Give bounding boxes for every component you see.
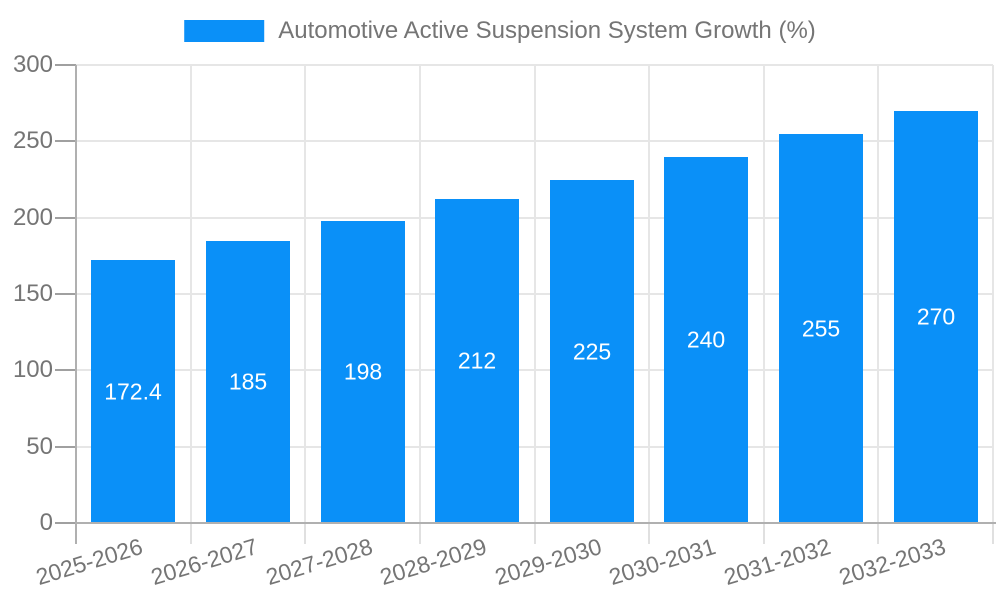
x-axis-tick [648, 523, 650, 544]
x-gridline [992, 65, 994, 523]
y-axis-tick [55, 522, 76, 524]
bar-value-label: 198 [343, 358, 383, 385]
x-gridline [648, 65, 650, 523]
bar-2031-2032 [779, 134, 863, 522]
x-axis-tick-label: 2026-2027 [147, 533, 261, 591]
y-axis-line [75, 65, 77, 544]
x-axis-tick [763, 523, 765, 544]
x-gridline [304, 65, 306, 523]
bar-2025-2026 [91, 260, 175, 522]
y-axis-tick [55, 369, 76, 371]
y-axis-tick [55, 217, 76, 219]
bar-value-label: 185 [228, 368, 268, 395]
x-axis-tick [304, 523, 306, 544]
x-axis-line [75, 522, 996, 524]
x-axis-tick [534, 523, 536, 544]
y-axis-tick-label: 250 [12, 127, 53, 154]
y-axis-tick-label: 200 [12, 204, 53, 231]
bar-value-label: 172.4 [104, 378, 162, 405]
legend-label: Automotive Active Suspension System Grow… [278, 17, 816, 44]
x-axis-tick [992, 523, 994, 544]
y-axis-tick-label: 100 [12, 356, 53, 383]
y-axis-tick-label: 300 [12, 51, 53, 78]
bar-2026-2027 [206, 241, 290, 522]
x-axis-tick-label: 2031-2032 [720, 533, 834, 591]
y-axis-tick-label: 50 [26, 433, 53, 460]
bar-2028-2029 [435, 199, 519, 522]
bar-2027-2028 [321, 221, 405, 522]
y-axis-tick [55, 140, 76, 142]
bar-value-label: 270 [916, 303, 956, 330]
x-axis-tick [877, 523, 879, 544]
y-axis-tick [55, 446, 76, 448]
bar-value-label: 255 [801, 315, 841, 342]
x-axis-tick [190, 523, 192, 544]
y-axis-tick-label: 150 [12, 280, 53, 307]
bar-value-label: 225 [572, 338, 612, 365]
legend-swatch [184, 20, 265, 42]
bar-value-label: 240 [686, 326, 726, 353]
x-gridline [534, 65, 536, 523]
bar-2032-2033 [894, 111, 978, 522]
x-gridline [190, 65, 192, 523]
y-axis-tick [55, 64, 76, 66]
x-axis-tick-label: 2027-2028 [262, 533, 376, 591]
x-axis-tick-label: 2028-2029 [376, 533, 490, 591]
y-axis-tick-label: 0 [39, 509, 53, 536]
x-gridline [419, 65, 421, 523]
x-axis-tick-label: 2030-2031 [606, 533, 720, 591]
x-axis-tick [419, 523, 421, 544]
x-gridline [877, 65, 879, 523]
x-axis-tick-label: 2025-2026 [33, 533, 146, 591]
bar-2030-2031 [664, 157, 748, 522]
x-axis-tick-label: 2029-2030 [491, 533, 605, 591]
chart-legend[interactable]: Automotive Active Suspension System Grow… [184, 17, 816, 45]
bar-value-label: 212 [457, 347, 497, 374]
y-axis-tick [55, 293, 76, 295]
x-axis-tick-label: 2032-2033 [835, 533, 949, 591]
x-gridline [763, 65, 765, 523]
bar-2029-2030 [550, 180, 634, 522]
